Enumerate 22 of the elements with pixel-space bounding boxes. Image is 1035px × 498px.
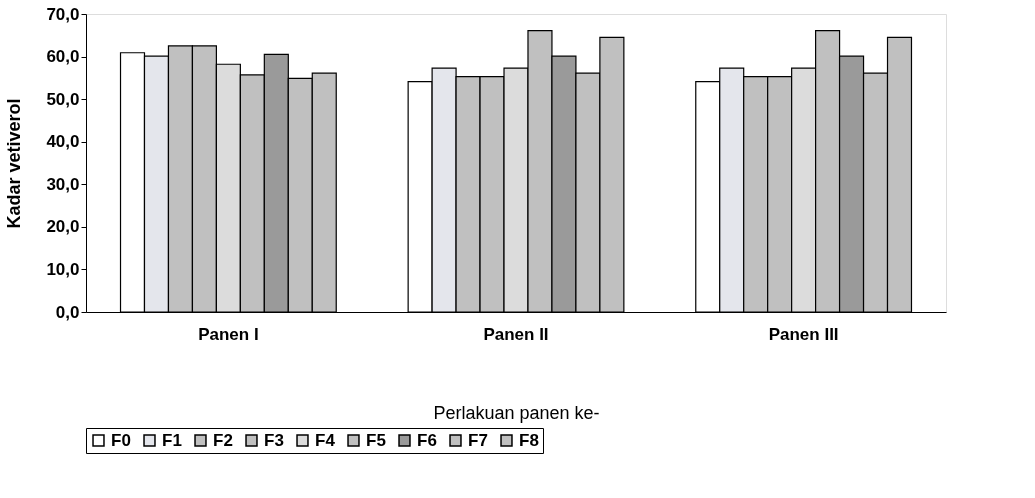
x-tick-label: Panen I (198, 324, 259, 344)
x-tick-label: Panen III (768, 324, 839, 344)
legend-label: F7 (468, 430, 488, 450)
legend-label: F5 (366, 430, 386, 450)
y-tick-label: 0,0 (55, 302, 80, 322)
y-tick-label: 30,0 (46, 174, 80, 194)
y-axis-title: Kadar vetiverol (4, 98, 25, 229)
legend-label: F3 (264, 430, 284, 450)
y-tick-label: 50,0 (46, 89, 80, 109)
x-axis-title: Perlakuan panen ke- (433, 402, 600, 423)
legend-label: F0 (111, 430, 131, 450)
legend-label: F1 (162, 430, 182, 450)
y-tick-label: 40,0 (46, 132, 80, 152)
x-tick-label: Panen II (483, 324, 549, 344)
y-tick-label: 10,0 (46, 259, 80, 279)
legend-label: F4 (315, 430, 336, 450)
legend-label: F2 (213, 430, 233, 450)
legend-label: F8 (519, 430, 539, 450)
legend-label: F6 (417, 430, 437, 450)
y-tick-label: 20,0 (46, 217, 80, 237)
y-tick-label: 70,0 (46, 4, 80, 24)
y-tick-label: 60,0 (46, 47, 80, 67)
